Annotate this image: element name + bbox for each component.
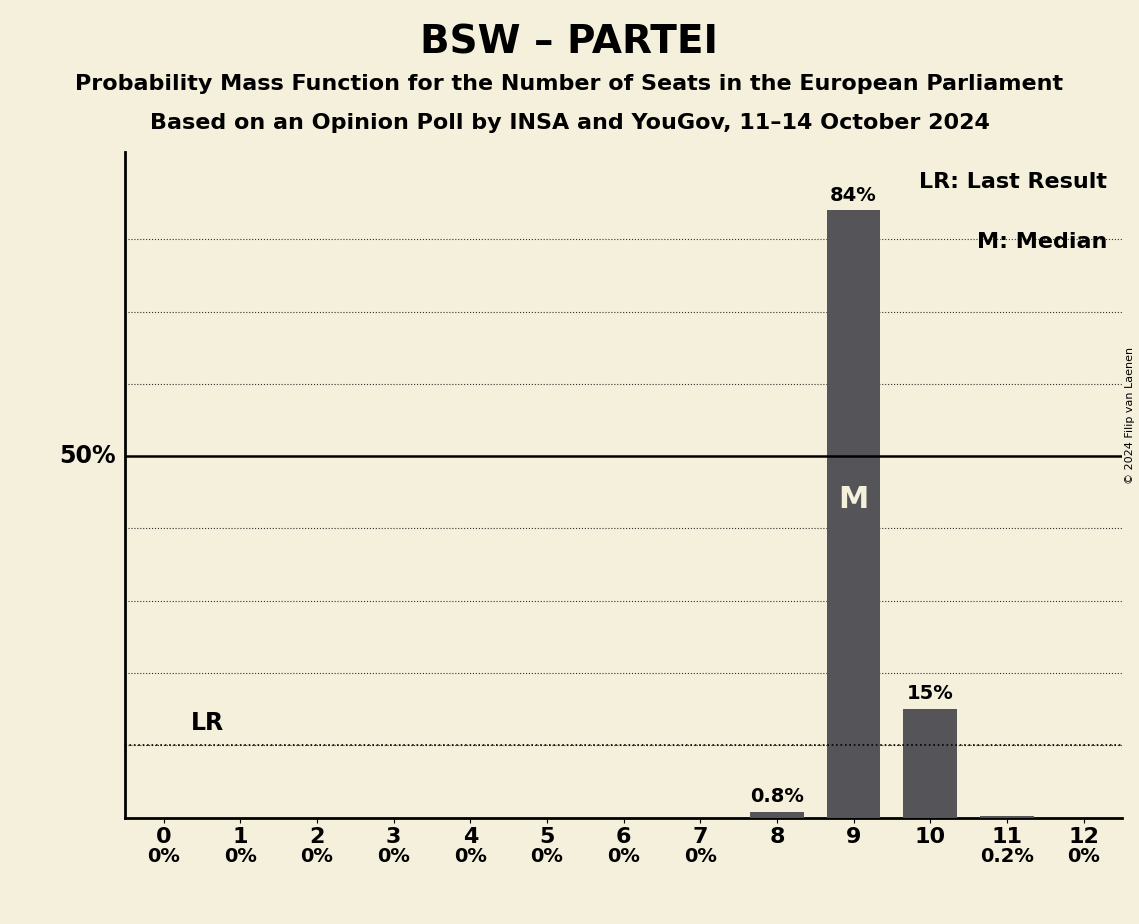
Text: 0%: 0% [224,846,256,866]
Text: 50%: 50% [59,444,116,468]
Text: M: M [838,485,869,514]
Text: 0%: 0% [607,846,640,866]
Bar [827,211,880,818]
Text: 0%: 0% [531,846,564,866]
Text: 0.2%: 0.2% [980,846,1034,866]
Text: 15%: 15% [907,685,953,703]
Text: 0%: 0% [147,846,180,866]
Text: Probability Mass Function for the Number of Seats in the European Parliament: Probability Mass Function for the Number… [75,74,1064,94]
Text: © 2024 Filip van Laenen: © 2024 Filip van Laenen [1125,347,1134,484]
Text: 84%: 84% [830,186,877,204]
Bar [751,812,804,818]
Text: 0.8%: 0.8% [749,787,804,806]
Bar [980,816,1034,818]
Text: LR: LR [190,711,223,735]
Bar [903,710,957,818]
Text: BSW – PARTEI: BSW – PARTEI [420,23,719,61]
Text: Based on an Opinion Poll by INSA and YouGov, 11–14 October 2024: Based on an Opinion Poll by INSA and You… [149,113,990,133]
Text: LR: Last Result: LR: Last Result [919,173,1107,192]
Text: M: Median: M: Median [976,232,1107,252]
Text: 0%: 0% [1067,846,1100,866]
Text: 0%: 0% [377,846,410,866]
Text: 0%: 0% [453,846,486,866]
Text: 0%: 0% [301,846,334,866]
Text: 0%: 0% [683,846,716,866]
